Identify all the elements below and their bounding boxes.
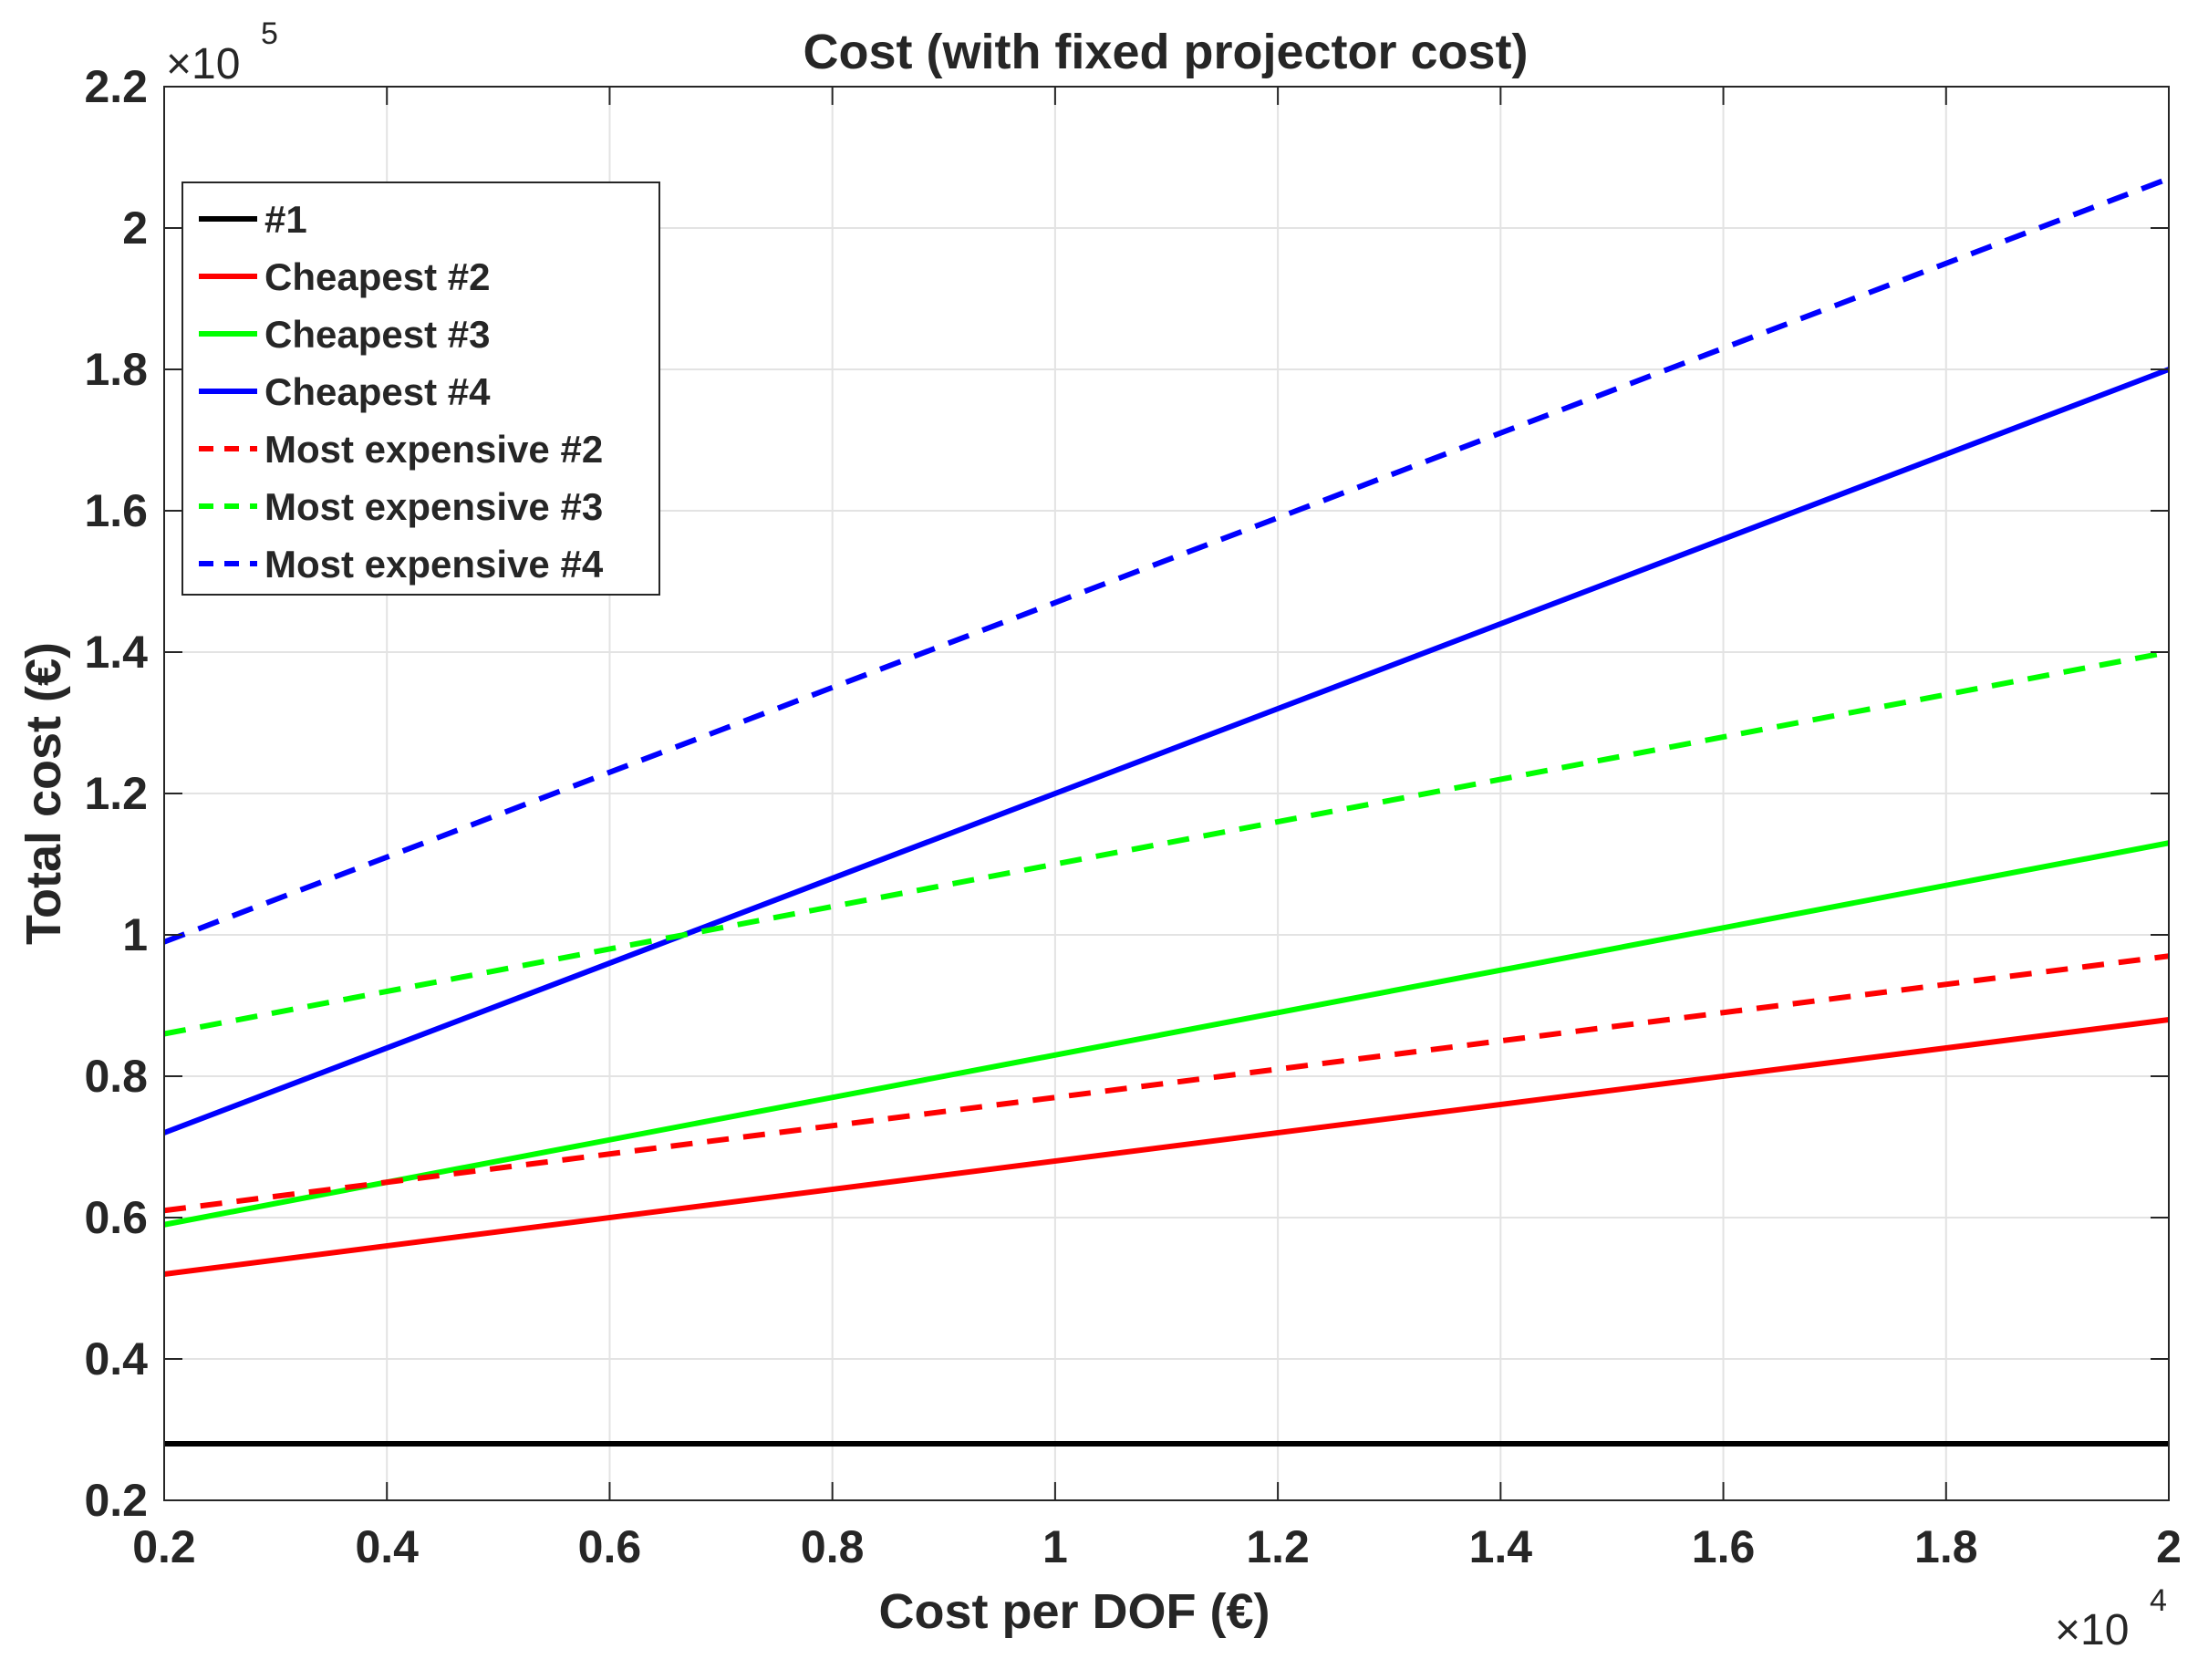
legend-label-cheapest-4: Cheapest #4 [264, 370, 491, 413]
y-tick-label: 1.8 [84, 344, 148, 395]
legend-label-most-expensive-4: Most expensive #4 [264, 543, 604, 586]
y-tick-label: 1 [122, 909, 148, 960]
legend-label-most-expensive-3: Most expensive #3 [264, 485, 603, 528]
x-tick-label: 1 [1042, 1521, 1068, 1572]
y-tick-label: 0.4 [84, 1333, 148, 1384]
x-axis-multiplier: ×10 4 [2055, 1583, 2167, 1654]
x-tick-label: 1.2 [1246, 1521, 1310, 1572]
x-tick-label: 0.2 [132, 1521, 196, 1572]
series-lines [162, 175, 2171, 1447]
legend-label-1: #1 [264, 198, 307, 241]
y-axis-multiplier: ×10 5 [166, 16, 278, 88]
y-multiplier-base: ×10 [166, 40, 240, 88]
series-line-cheapest-2 [163, 1017, 2170, 1277]
ticks: 0.2 0.4 0.6 0.8 1 1.2 1.4 1.6 1.8 2 0.2 0.4 0.6 0.8 1 1… [84, 61, 2181, 1572]
chart-title: Cost (with fixed projector cost) [803, 25, 1528, 79]
x-axis-label: Cost per DOF (€) [878, 1584, 1270, 1639]
legend-label-most-expensive-2: Most expensive #2 [264, 428, 603, 471]
y-tick-label: 2.2 [84, 61, 148, 112]
y-multiplier-power: 5 [261, 16, 278, 51]
x-tick-label: 0.4 [355, 1521, 419, 1572]
x-tick-label: 2 [2156, 1521, 2182, 1572]
x-tick-label: 0.8 [801, 1521, 865, 1572]
legend-box [181, 181, 660, 596]
y-tick-label: 0.8 [84, 1051, 148, 1102]
y-tick-label: 1.2 [84, 768, 148, 819]
series-line-most-expensive-4 [162, 175, 2171, 945]
series-line-most-expensive-2 [163, 953, 2170, 1214]
legend-label-cheapest-2: Cheapest #2 [264, 255, 490, 298]
y-axis-label: Total cost (€) [16, 642, 71, 945]
series-line-most-expensive-3 [163, 649, 2170, 1037]
y-tick-label: 1.6 [84, 485, 148, 536]
legend: #1 Cheapest #2 Cheapest #3 Cheapest #4 Most … [181, 181, 660, 596]
x-tick-label: 1.8 [1914, 1521, 1978, 1572]
y-tick-label: 1.4 [84, 627, 148, 678]
x-multiplier-base: ×10 [2055, 1606, 2129, 1654]
x-tick-label: 1.4 [1469, 1521, 1533, 1572]
series-line-cheapest-3 [163, 840, 2170, 1228]
series-line-cheapest-4 [162, 367, 2171, 1136]
x-tick-label: 0.6 [578, 1521, 642, 1572]
x-tick-label: 1.6 [1692, 1521, 1756, 1572]
x-multiplier-power: 4 [2150, 1583, 2167, 1618]
legend-label-cheapest-3: Cheapest #3 [264, 313, 490, 356]
y-tick-label: 0.2 [84, 1475, 148, 1526]
y-tick-label: 0.6 [84, 1192, 148, 1243]
y-tick-label: 2 [122, 202, 148, 254]
